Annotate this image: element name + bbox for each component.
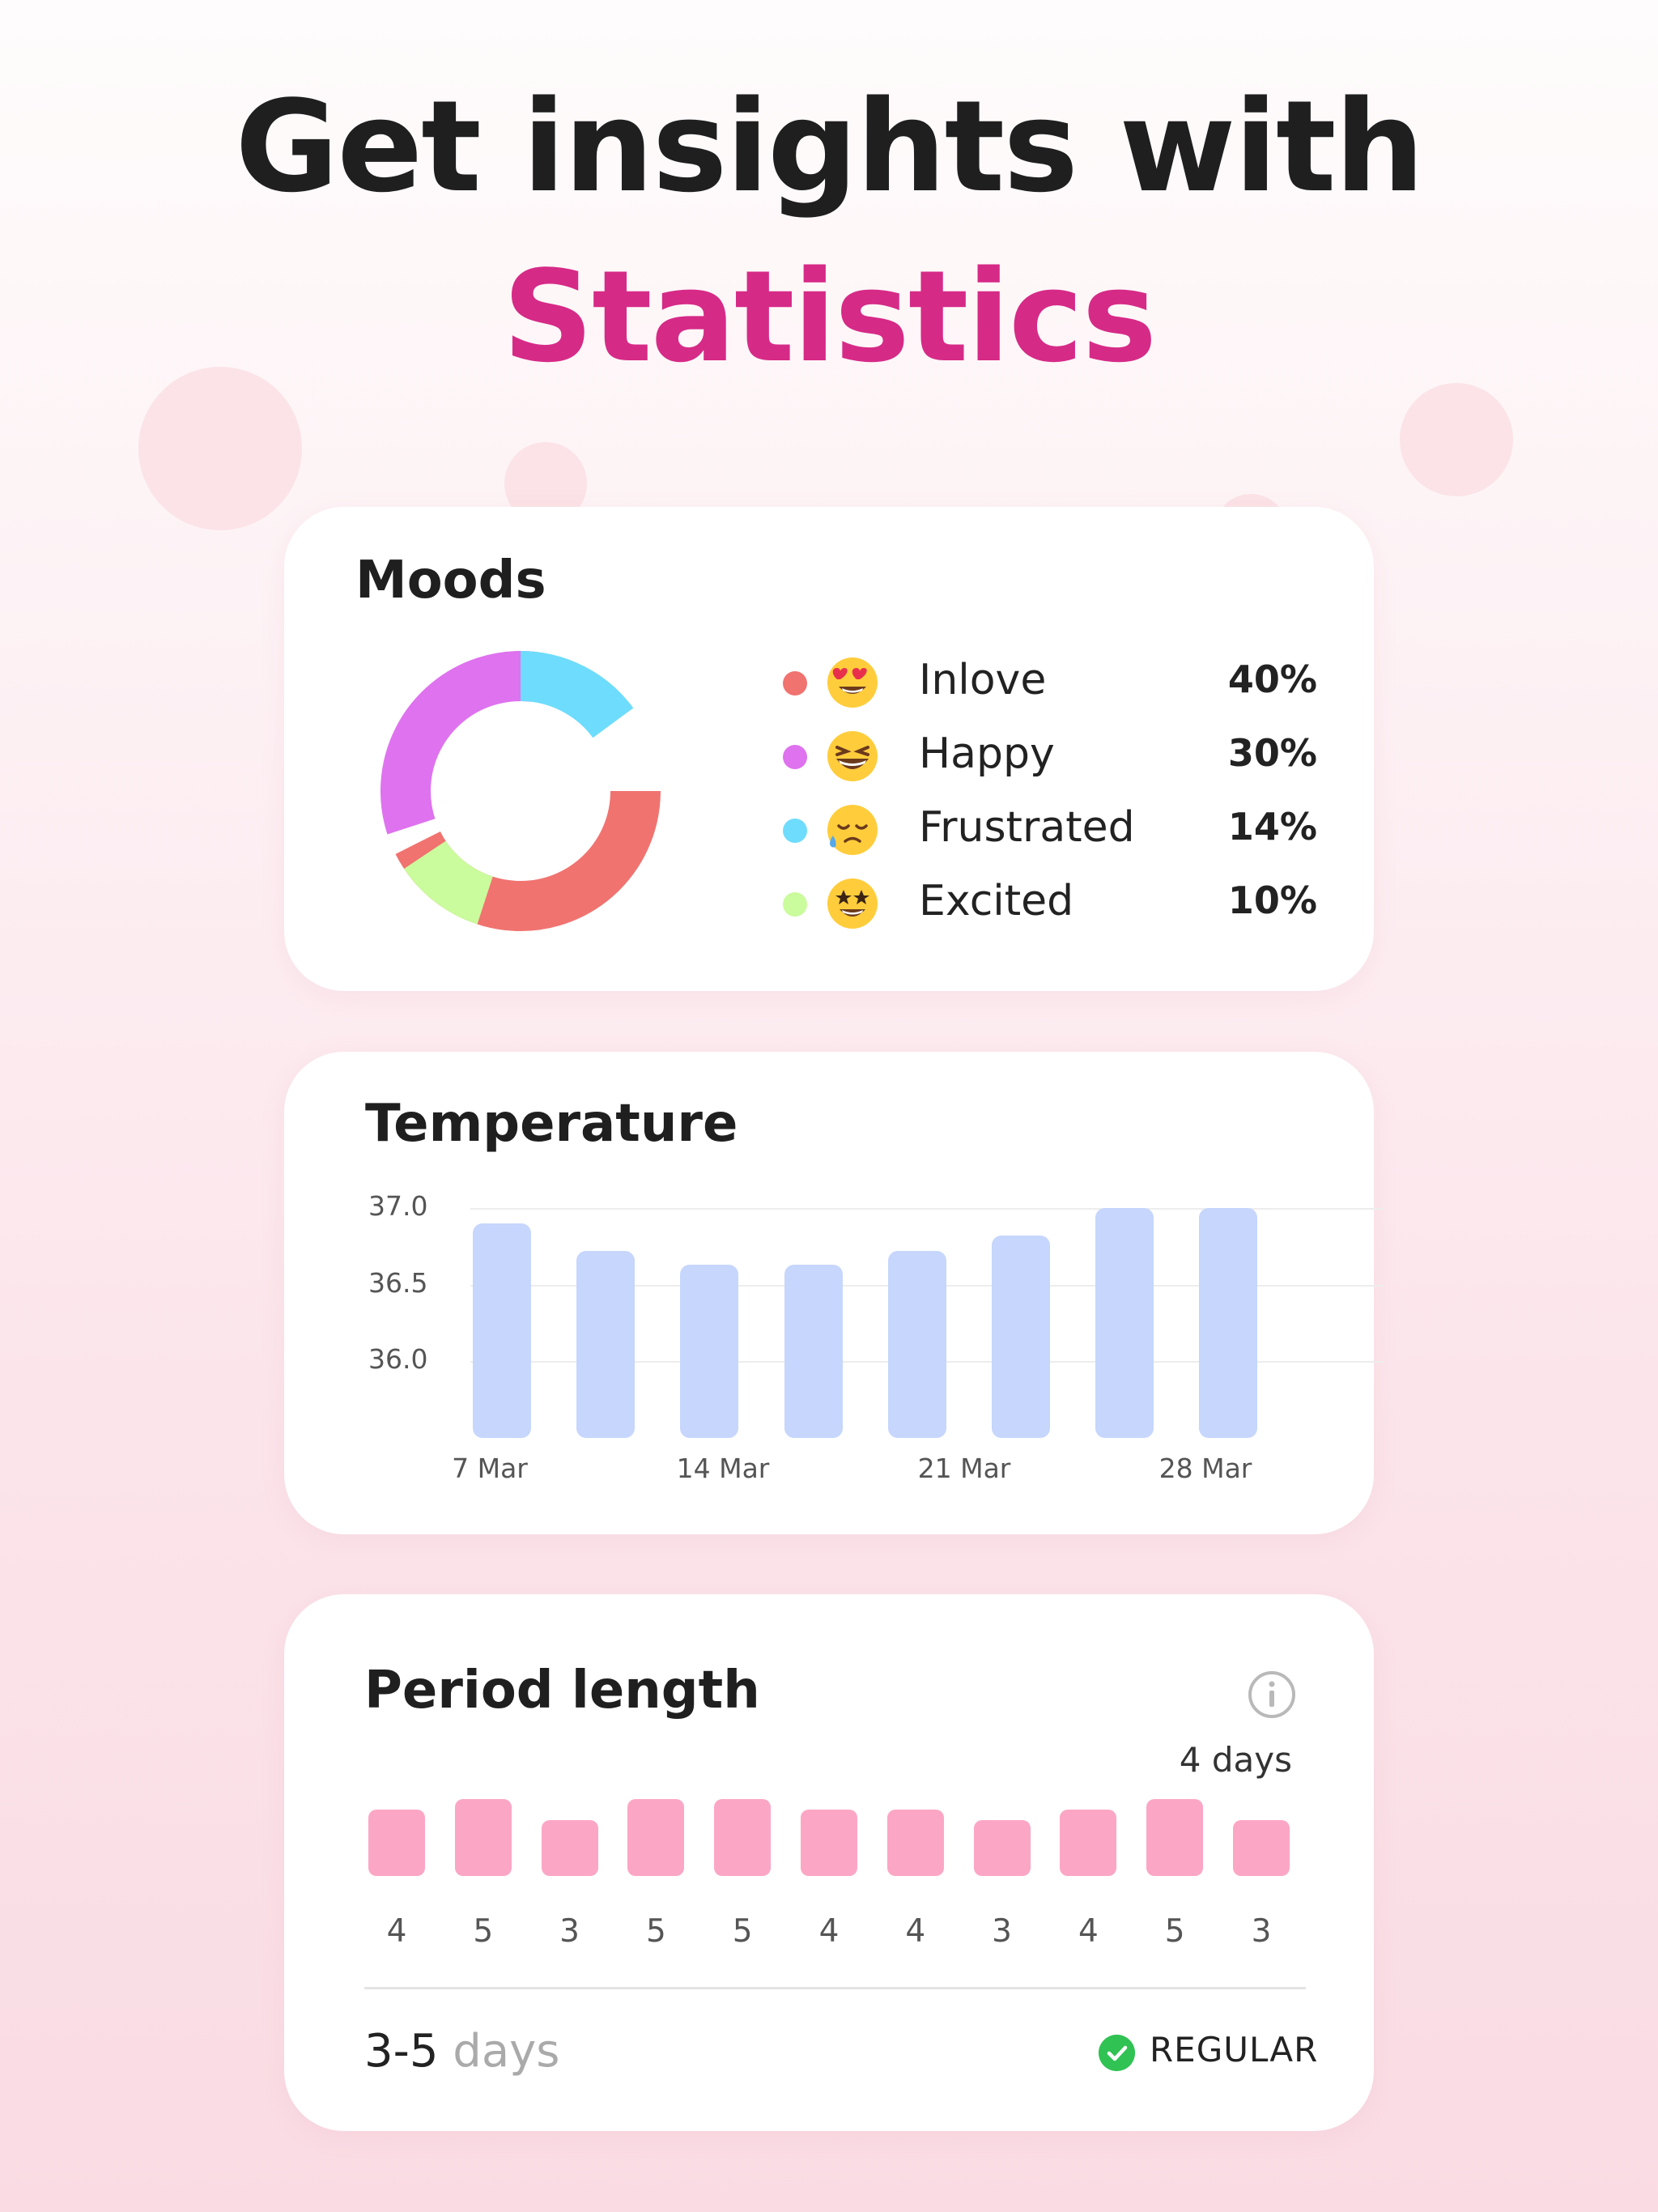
legend-percent: 10% xyxy=(1227,878,1317,922)
temperature-bar[interactable] xyxy=(473,1223,531,1438)
legend-percent: 40% xyxy=(1227,657,1317,701)
headline-accent: Statistics xyxy=(502,243,1157,390)
moods-donut-chart xyxy=(380,651,661,931)
legend-item-inlove: Inlove 40% xyxy=(783,651,1317,716)
temperature-bar[interactable] xyxy=(1199,1208,1258,1438)
x-tick-label: 21 Mar xyxy=(917,1453,1011,1484)
x-tick-label: 28 Mar xyxy=(1158,1453,1252,1484)
x-tick-label: 7 Mar xyxy=(452,1453,528,1484)
check-icon xyxy=(1099,2035,1135,2071)
legend-item-excited: Excited 10% xyxy=(783,872,1317,937)
temperature-card[interactable]: Temperature 37.0 36.5 36.0 7 Mar 14 Mar 21 Ma… xyxy=(284,1052,1384,1534)
headline: Get insights with xyxy=(235,73,1424,220)
period-bar[interactable] xyxy=(1060,1810,1117,1876)
legend-label: Excited xyxy=(919,877,1074,925)
period-value-label: 5 xyxy=(645,1913,666,1950)
temperature-bar[interactable] xyxy=(680,1265,739,1438)
range-unit: days xyxy=(453,2025,560,2078)
legend-color-dot xyxy=(783,671,807,696)
status-badge: REGULAR xyxy=(1150,2030,1319,2069)
info-icon[interactable] xyxy=(1248,1670,1296,1719)
period-value-label: 5 xyxy=(732,1913,753,1950)
y-tick-label: 36.5 xyxy=(368,1266,428,1299)
heart-eyes-emoji-icon xyxy=(826,656,879,709)
period-bar[interactable] xyxy=(368,1810,425,1876)
period-value-label: 4 xyxy=(386,1913,407,1950)
legend-label: Happy xyxy=(919,730,1055,778)
legend-color-dot xyxy=(783,819,807,843)
period-value-label: 5 xyxy=(473,1913,494,1950)
period-bar[interactable] xyxy=(1146,1799,1204,1876)
legend-label: Frustrated xyxy=(919,803,1135,852)
legend-label: Inlove xyxy=(919,656,1047,704)
laughing-emoji-icon xyxy=(826,730,879,783)
card-title: Moods xyxy=(355,551,546,610)
legend-item-happy: Happy 30% xyxy=(783,725,1317,789)
period-card[interactable]: Period length 4 days 4 5 3 5 5 4 4 3 4 5 3 3-5 day… xyxy=(284,1594,1374,2131)
donut-slice-excited xyxy=(380,651,661,931)
range-value: 3-5 xyxy=(364,2025,439,2078)
period-bar[interactable] xyxy=(714,1799,772,1876)
period-bar[interactable] xyxy=(627,1799,685,1876)
period-bar[interactable] xyxy=(886,1810,944,1876)
decor-circle xyxy=(138,367,302,530)
period-value-label: 3 xyxy=(559,1913,580,1950)
period-bar[interactable] xyxy=(801,1810,857,1876)
period-value-label: 3 xyxy=(992,1913,1013,1950)
period-bar[interactable] xyxy=(541,1820,598,1876)
period-value-label: 5 xyxy=(1164,1913,1185,1950)
card-title: Period length xyxy=(364,1661,760,1721)
gridline xyxy=(470,1208,1384,1210)
temperature-bar[interactable] xyxy=(784,1265,843,1438)
y-tick-label: 36.0 xyxy=(368,1343,428,1376)
legend-percent: 14% xyxy=(1227,805,1317,849)
sad-sweat-emoji-icon xyxy=(826,803,879,857)
temperature-bar[interactable] xyxy=(576,1251,636,1438)
period-value-label: 4 xyxy=(1078,1913,1099,1950)
donut-slice-frustrated xyxy=(380,651,661,931)
x-tick-label: 14 Mar xyxy=(676,1453,770,1484)
legend-color-dot xyxy=(783,892,807,917)
temperature-bar[interactable] xyxy=(887,1251,946,1438)
period-bar[interactable] xyxy=(973,1820,1031,1876)
temperature-bar[interactable] xyxy=(1095,1208,1154,1438)
period-bar[interactable] xyxy=(454,1799,512,1876)
decor-circle xyxy=(1400,383,1513,496)
period-value-label: 3 xyxy=(1251,1913,1272,1950)
period-value-label: 4 xyxy=(905,1913,926,1950)
legend-percent: 30% xyxy=(1227,731,1317,775)
period-bar[interactable] xyxy=(1233,1820,1290,1876)
legend-color-dot xyxy=(783,745,807,769)
donut-slice-inlove xyxy=(380,651,661,931)
divider xyxy=(364,1987,1306,1989)
selected-length-label: 4 days xyxy=(1179,1740,1292,1780)
temperature-bar[interactable] xyxy=(992,1236,1050,1438)
period-value-label: 4 xyxy=(818,1913,840,1950)
period-range: 3-5 days xyxy=(364,2025,559,2078)
legend-item-frustrated: Frustrated 14% xyxy=(783,798,1317,863)
y-tick-label: 37.0 xyxy=(368,1190,428,1222)
moods-card[interactable]: Moods Inlove 40% Happy 30% Frustrated 14% Exci… xyxy=(284,507,1374,991)
star-eyes-emoji-icon xyxy=(826,877,879,930)
card-title: Temperature xyxy=(365,1094,738,1154)
